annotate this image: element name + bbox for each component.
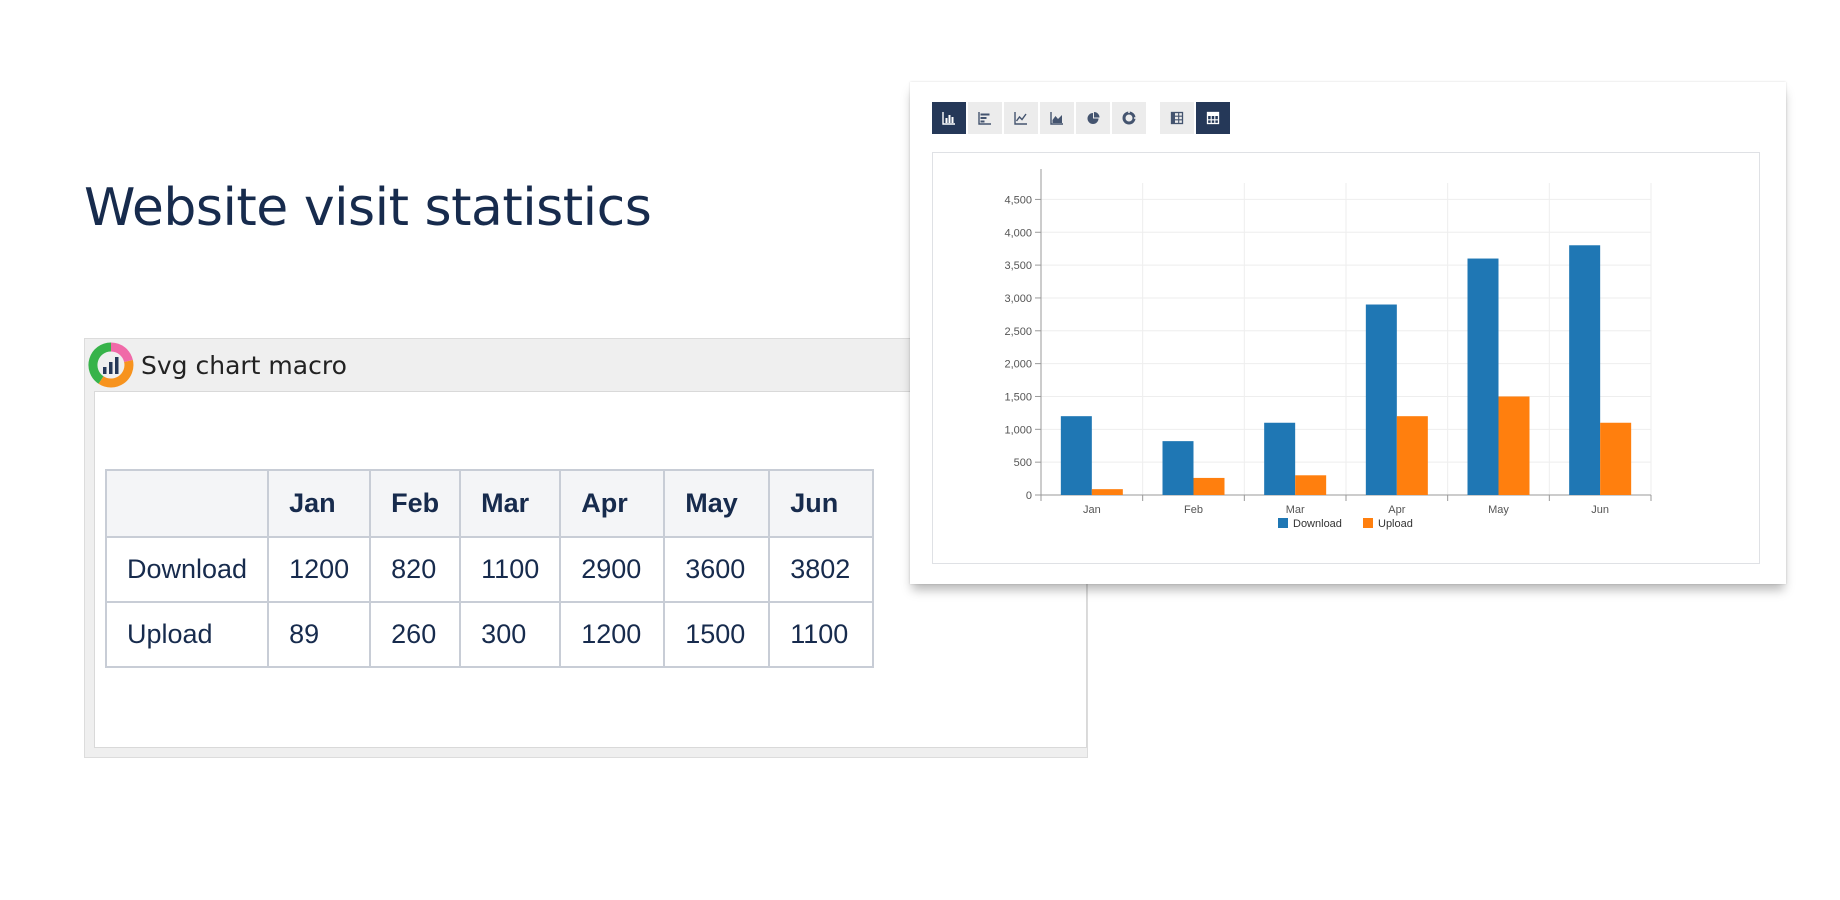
table-cell: 1100 [459, 536, 562, 603]
x-tick-label: Apr [1388, 504, 1405, 516]
table-header-cell: Mar [459, 469, 562, 538]
table-cell: 3802 [768, 536, 875, 603]
table-view-button[interactable] [1160, 102, 1194, 134]
bar-upload [1396, 416, 1428, 495]
y-tick-label: 4,000 [1004, 227, 1032, 239]
area-chart-icon [1050, 112, 1063, 125]
bar-download [1467, 258, 1499, 495]
legend-swatch [1363, 518, 1373, 528]
table-cell: 89 [267, 601, 372, 668]
y-tick-label: 1,500 [1004, 391, 1032, 403]
table-header-cell: Jun [768, 469, 875, 538]
table-cell: 1100 [768, 601, 875, 668]
table-cell: 2900 [559, 536, 666, 603]
bar-upload [1091, 489, 1123, 495]
legend-label: Upload [1378, 518, 1413, 530]
bar-upload [1600, 422, 1632, 495]
legend-label: Download [1293, 518, 1342, 530]
y-tick-label: 1,000 [1004, 424, 1032, 436]
y-tick-label: 4,500 [1004, 194, 1032, 206]
y-tick-label: 3,500 [1004, 260, 1032, 272]
table-header-view-button[interactable] [1196, 102, 1230, 134]
table-row: Download 1200 820 1100 2900 3600 3802 [104, 536, 875, 603]
table-cell: 300 [459, 601, 562, 668]
y-tick-label: 0 [1026, 490, 1032, 502]
table-cell: 260 [369, 601, 462, 668]
bar-download [1060, 416, 1092, 495]
toolbar-spacer [1148, 102, 1158, 134]
table-header-cell: Jan [267, 469, 372, 538]
table-header-row: Jan Feb Mar Apr May Jun [104, 469, 875, 538]
bar-upload [1193, 477, 1225, 495]
bar-chart-icon [942, 112, 955, 125]
table-row: Upload 89 260 300 1200 1500 1100 [104, 601, 875, 668]
table-row-label: Upload [104, 601, 270, 668]
x-tick-label: Feb [1184, 504, 1203, 516]
horizontal-bar-chart-icon [978, 112, 991, 125]
legend-swatch [1278, 518, 1288, 528]
table-header-icon [1206, 111, 1220, 125]
table-header-cell [104, 469, 270, 538]
x-tick-label: Jun [1591, 504, 1609, 516]
data-table: Jan Feb Mar Apr May Jun Download 1200 82… [104, 469, 875, 668]
chart-card: 0 500 1,000 1,500 2,000 2,500 3,000 3,500 4,000 4… [910, 82, 1786, 584]
line-chart-button[interactable] [1004, 102, 1038, 134]
chart-type-toolbar [932, 102, 1230, 134]
table-header-cell: May [663, 469, 771, 538]
table-cell: 1200 [559, 601, 666, 668]
y-tick-label: 2,000 [1004, 359, 1032, 371]
table-header-cell: Feb [369, 469, 462, 538]
table-cell: 1200 [267, 536, 372, 603]
bar-download [1365, 304, 1397, 495]
y-tick-label: 500 [1014, 457, 1032, 469]
donut-chart-button[interactable] [1112, 102, 1146, 134]
macro-header: Svg chart macro [85, 339, 1087, 391]
table-cell: 820 [369, 536, 462, 603]
table-icon [1170, 111, 1184, 125]
x-tick-label: May [1488, 504, 1509, 516]
bar-upload [1498, 396, 1530, 495]
pie-chart-logo-icon [88, 342, 134, 388]
pie-chart-icon [1087, 112, 1100, 124]
line-chart-icon [1014, 112, 1027, 125]
bar-upload [1295, 475, 1327, 495]
table-cell: 3600 [663, 536, 771, 603]
bar-download [1162, 441, 1194, 495]
bar-download [1569, 245, 1601, 495]
area-chart-button[interactable] [1040, 102, 1074, 134]
bar-download [1264, 422, 1296, 495]
donut-chart-icon [1122, 111, 1136, 125]
page-title: Website visit statistics [84, 178, 652, 238]
table-header-cell: Apr [559, 469, 666, 538]
bar-chart-button[interactable] [932, 102, 966, 134]
y-tick-label: 2,500 [1004, 326, 1032, 338]
x-tick-label: Mar [1286, 504, 1305, 516]
horizontal-bar-chart-button[interactable] [968, 102, 1002, 134]
table-row-label: Download [104, 536, 270, 603]
pie-chart-button[interactable] [1076, 102, 1110, 134]
x-tick-label: Jan [1083, 504, 1101, 516]
chart-frame: 0 500 1,000 1,500 2,000 2,500 3,000 3,500 4,000 4… [932, 152, 1760, 564]
bar-chart: 0 500 1,000 1,500 2,000 2,500 3,000 3,500 4,000 4… [1004, 169, 1652, 530]
macro-title: Svg chart macro [141, 351, 347, 380]
y-tick-label: 3,000 [1004, 293, 1032, 305]
table-cell: 1500 [663, 601, 771, 668]
